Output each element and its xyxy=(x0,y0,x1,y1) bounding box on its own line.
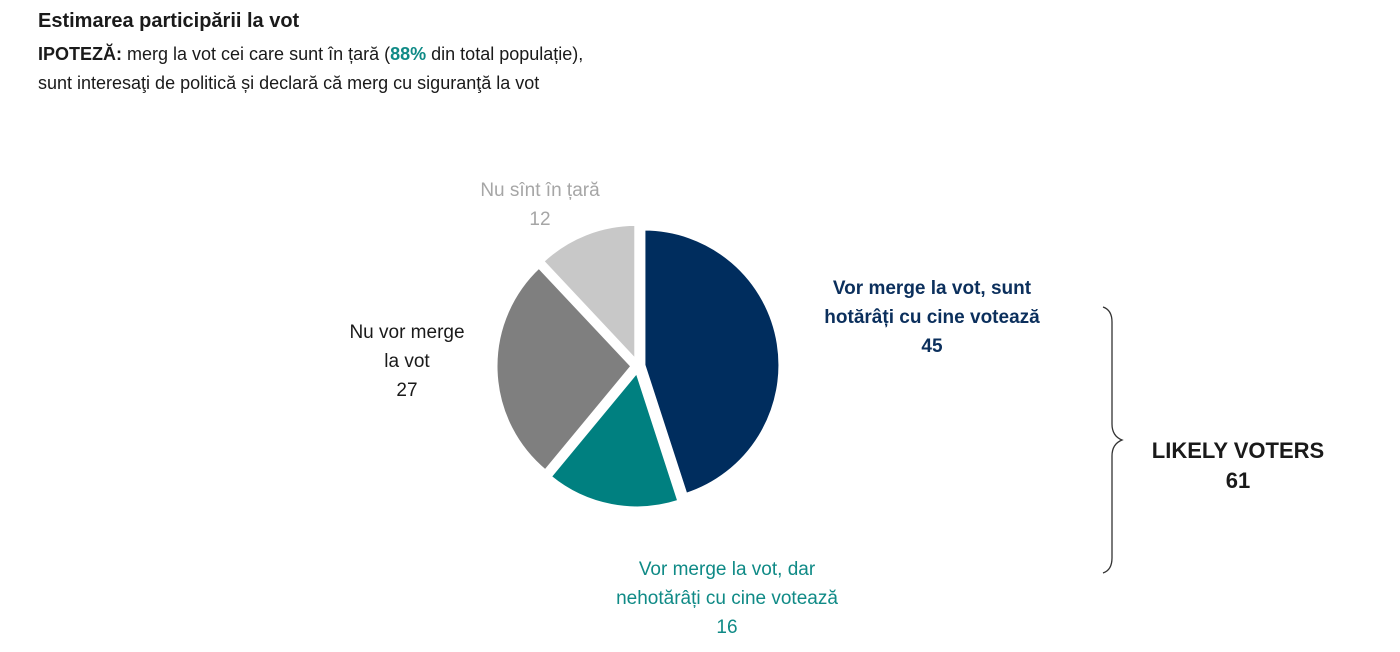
chart-title: Estimarea participării la vot xyxy=(38,10,300,32)
hypothesis-text-b: din total populație), xyxy=(426,44,584,64)
hypothesis-text-a: merg la vot cei care sunt în țară ( xyxy=(122,44,391,64)
pie-slice-3 xyxy=(494,264,635,474)
slice-value-2: 16 xyxy=(716,617,737,638)
hypothesis-line-1: IPOTEZĂ: merg la vot cei care sunt în ța… xyxy=(38,40,583,68)
slice-value-4: 12 xyxy=(529,209,550,230)
slice-label-2: nehotărâți cu cine votează xyxy=(616,588,838,609)
slice-label-4: Nu sînt în țară xyxy=(480,180,600,201)
likely-voters-annotation: LIKELY VOTERS 61 xyxy=(1140,436,1336,496)
pie-labels: Vor merge la vot, sunt hotărâți cu cine v… xyxy=(349,180,1040,638)
slice-label-2: Vor merge la vot, dar xyxy=(639,559,816,580)
slice-label-3: Nu vor merge xyxy=(349,322,464,343)
likely-voters-value: 61 xyxy=(1225,468,1251,493)
hypothesis-line-2: sunt interesaţi de politică și declară c… xyxy=(38,73,540,93)
likely-voters-label: LIKELY VOTERS xyxy=(1151,438,1325,463)
likely-voters-brace xyxy=(1102,306,1124,574)
hypothesis-prefix: IPOTEZĂ: xyxy=(38,44,122,64)
slice-label-1: hotărâți cu cine votează xyxy=(824,307,1040,328)
hypothesis-highlight: 88% xyxy=(390,44,427,64)
slice-label-1: Vor merge la vot, sunt xyxy=(833,278,1032,299)
pie-slice-4 xyxy=(540,222,638,365)
slice-value-1: 45 xyxy=(921,336,943,357)
slice-value-3: 27 xyxy=(396,380,417,401)
slice-label-3: la vot xyxy=(384,351,430,372)
pie-slice-1 xyxy=(642,227,782,497)
pie-slices xyxy=(494,222,782,510)
pie-slice-2 xyxy=(548,368,681,510)
